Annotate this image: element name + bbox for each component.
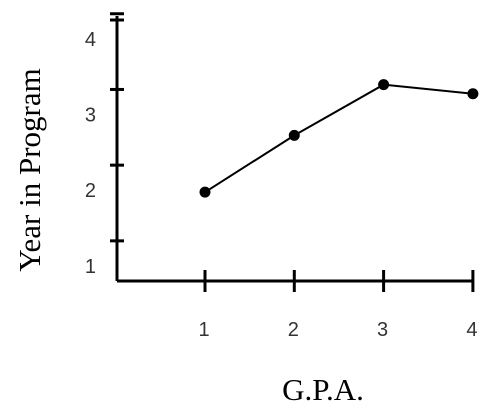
y-tick-label: 4	[85, 29, 96, 51]
y-axis-title: Year in Program	[12, 68, 47, 272]
y-tick-label: 1	[85, 256, 96, 278]
x-axis-ticks: 1 2 3 4	[198, 270, 477, 341]
series-layer	[199, 79, 479, 198]
x-tick-label: 3	[377, 319, 388, 341]
chart-axes	[115, 16, 473, 283]
data-point	[467, 88, 479, 100]
y-tick-label: 3	[85, 104, 96, 126]
x-tick-label: 4	[466, 319, 477, 341]
y-axis-ticks: 1 2 3 4	[85, 12, 124, 278]
data-point	[378, 79, 390, 91]
series-line	[204, 83, 474, 194]
y-tick-label: 2	[85, 180, 96, 202]
data-point	[199, 186, 211, 198]
x-tick-label: 1	[198, 319, 209, 341]
x-axis-title: G.P.A.	[282, 372, 364, 407]
data-point	[288, 129, 300, 141]
x-tick-label: 2	[288, 319, 299, 341]
